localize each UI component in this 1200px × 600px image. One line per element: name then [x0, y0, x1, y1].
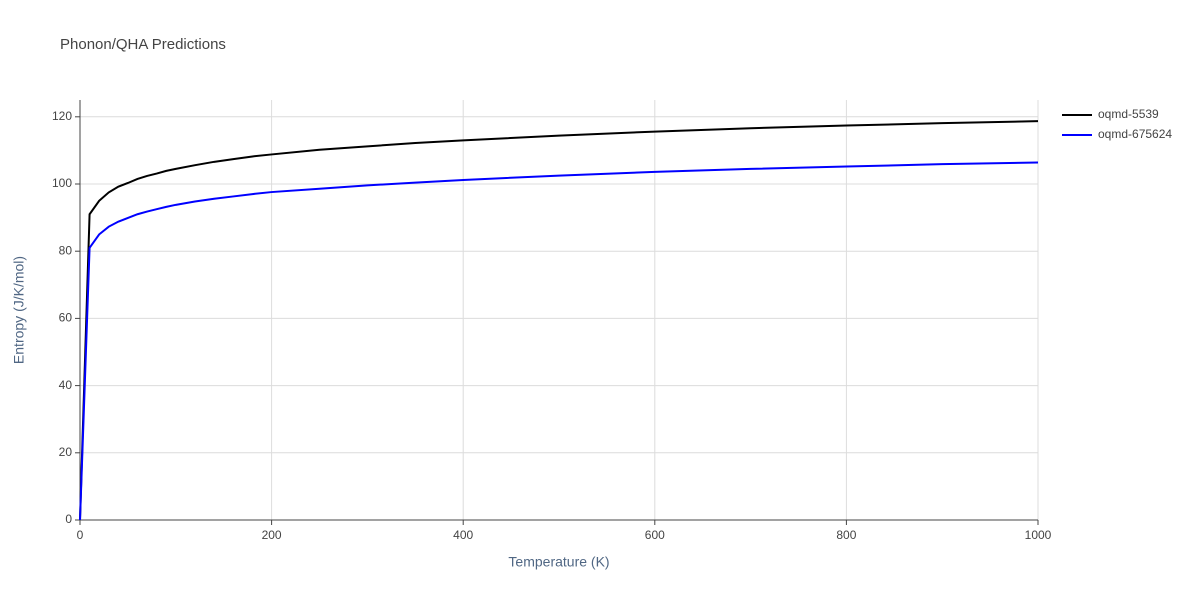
- x-tick-label: 600: [645, 528, 665, 542]
- data-line: [79, 120, 1039, 521]
- x-axis-title: Temperature (K): [508, 554, 609, 570]
- legend-label: oqmd-675624: [1098, 127, 1172, 141]
- y-tick-label: 20: [59, 445, 73, 459]
- x-tick-label: 0: [77, 528, 84, 542]
- x-tick-label: 800: [836, 528, 856, 542]
- x-tick-label: 400: [453, 528, 473, 542]
- y-tick-label: 60: [59, 311, 73, 325]
- y-axis-title: Entropy (J/K/mol): [11, 256, 27, 364]
- x-tick-label: 1000: [1025, 528, 1052, 542]
- y-tick-label: 120: [52, 109, 72, 123]
- legend-label: oqmd-5539: [1098, 107, 1159, 121]
- data-line: [79, 161, 1039, 521]
- y-tick-label: 80: [59, 243, 73, 257]
- y-tick-label: 0: [65, 512, 72, 526]
- x-tick-label: 200: [262, 528, 282, 542]
- y-tick-label: 100: [52, 176, 72, 190]
- y-tick-label: 40: [59, 378, 73, 392]
- chart-title: Phonon/QHA Predictions: [60, 36, 226, 53]
